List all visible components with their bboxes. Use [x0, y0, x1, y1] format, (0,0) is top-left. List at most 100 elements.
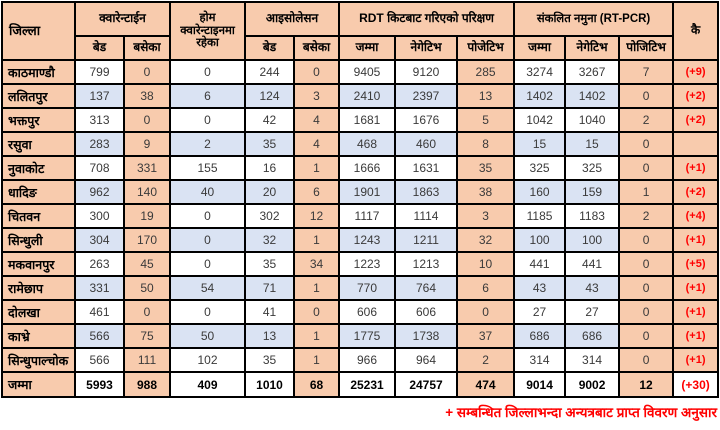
cell-pcr-positive: 1: [618, 179, 675, 205]
district-name: रसुवा: [1, 131, 76, 157]
cell-iso-bed: 13: [244, 323, 295, 349]
cell-iso-bed: 32: [244, 227, 295, 253]
district-row: धादिङ 962 140 40 20 6 1901 1863 38 160 159 1 (+2): [1, 179, 720, 205]
cell-pcr-negative: 1040: [564, 107, 621, 133]
cell-pcr-negative: 15: [564, 131, 621, 157]
cell-quar-bed: 304: [74, 227, 125, 253]
cell-home-quarantine: 409: [169, 371, 246, 398]
table-body: काठमाण्डौ 799 0 0 244 0 9405 9120 285 3274 3267 7 (+…: [1, 59, 720, 398]
cell-iso-bed: 302: [244, 203, 295, 229]
cell-home-quarantine: 0: [169, 227, 246, 253]
cell-pcr-positive: 0: [618, 227, 675, 253]
cell-quar-occupied: 50: [123, 275, 171, 301]
header-group-row: जिल्ला क्वारेन्टाईन होम क्वारेन्टाइनमा र…: [1, 1, 720, 61]
cell-iso-occupied: 12: [292, 203, 341, 229]
district-name: सिन्धुली: [1, 227, 76, 253]
cell-rdt-total: 1223: [338, 251, 397, 277]
col-header-pcr-negative: नेगेटिभ: [564, 35, 621, 61]
col-header-home-quarantine: होम क्वारेन्टाइनमा रहेका: [169, 1, 246, 61]
cell-rdt-negative: 2397: [394, 83, 459, 109]
cell-rdt-positive: 5: [456, 107, 516, 133]
cell-rdt-total: 606: [338, 299, 397, 325]
cell-rdt-total: 25231: [338, 371, 397, 398]
cell-home-quarantine: 2: [169, 131, 246, 157]
cell-iso-bed: 244: [244, 59, 295, 85]
district-row: काभ्रे 566 75 50 13 1 1775 1738 37 686 686 0 (+1): [1, 323, 720, 349]
cell-rdt-total: 966: [338, 347, 397, 373]
covid-district-table: जिल्ला क्वारेन्टाईन होम क्वारेन्टाइनमा र…: [1, 1, 720, 398]
cell-quar-bed: 300: [74, 203, 125, 229]
district-row: ललितपुर 137 38 6 124 3 2410 2397 13 1402 1402 0 (+2): [1, 83, 720, 109]
cell-pcr-total: 1042: [513, 107, 567, 133]
cell-pcr-positive: 7: [618, 59, 675, 85]
cell-iso-occupied: 4: [292, 131, 341, 157]
cell-pcr-positive: 2: [618, 107, 675, 133]
cell-remark: (+1): [672, 227, 720, 253]
cell-pcr-negative: 314: [564, 347, 621, 373]
cell-iso-occupied: 0: [292, 59, 341, 85]
cell-quar-occupied: 0: [123, 59, 171, 85]
cell-rdt-total: 468: [338, 131, 397, 157]
cell-pcr-total: 1185: [513, 203, 567, 229]
cell-rdt-positive: 10: [456, 251, 516, 277]
cell-iso-bed: 35: [244, 347, 295, 373]
col-header-remark: कै: [672, 1, 720, 61]
cell-pcr-negative: 441: [564, 251, 621, 277]
cell-remark: (+1): [672, 323, 720, 349]
cell-home-quarantine: 50: [169, 323, 246, 349]
cell-iso-occupied: 34: [292, 251, 341, 277]
col-header-isolation-bed: बेड: [244, 35, 295, 61]
cell-quar-bed: 799: [74, 59, 125, 85]
cell-iso-bed: 41: [244, 299, 295, 325]
col-header-isolation: आइसोलेसन: [243, 1, 341, 37]
cell-quar-occupied: 111: [123, 347, 171, 373]
cell-rdt-negative: 1631: [394, 155, 459, 181]
col-header-district: जिल्ला: [1, 1, 76, 61]
total-label: जम्मा: [1, 371, 76, 398]
district-row: काठमाण्डौ 799 0 0 244 0 9405 9120 285 3274 3267 7 (+…: [1, 59, 720, 85]
cell-rdt-total: 9405: [338, 59, 397, 85]
district-row: भक्तपुर 313 0 0 42 4 1681 1676 5 1042 1040 2 (+2): [1, 107, 720, 133]
cell-home-quarantine: 40: [169, 179, 246, 205]
cell-pcr-total: 160: [513, 179, 567, 205]
cell-pcr-negative: 3267: [564, 59, 621, 85]
cell-pcr-total: 27: [513, 299, 567, 325]
cell-quar-occupied: 140: [123, 179, 171, 205]
cell-quar-occupied: 38: [123, 83, 171, 109]
col-header-rtpcr-samples: संकलित नमुना (RT-PCR): [513, 1, 675, 37]
cell-pcr-negative: 686: [564, 323, 621, 349]
district-row: मकवानपुर 263 45 0 35 34 1223 1213 10 441 441 0 (+5): [1, 251, 720, 277]
col-header-rdt-total: जम्मा: [338, 35, 397, 61]
cell-home-quarantine: 0: [169, 299, 246, 325]
cell-rdt-positive: 37: [456, 323, 516, 349]
cell-rdt-total: 1117: [338, 203, 397, 229]
col-header-isolation-occupied: बसेका: [292, 35, 341, 61]
cell-iso-occupied: 1: [292, 155, 341, 181]
cell-remark: (+9): [672, 59, 720, 85]
cell-iso-occupied: 68: [292, 371, 341, 398]
cell-rdt-positive: 8: [456, 131, 516, 157]
cell-iso-occupied: 0: [292, 299, 341, 325]
cell-pcr-total: 3274: [513, 59, 567, 85]
cell-home-quarantine: 155: [169, 155, 246, 181]
cell-pcr-positive: 2: [618, 203, 675, 229]
district-name: मकवानपुर: [1, 251, 76, 277]
district-name: काठमाण्डौ: [1, 59, 76, 85]
cell-iso-bed: 35: [244, 251, 295, 277]
cell-quar-occupied: 45: [123, 251, 171, 277]
cell-rdt-negative: 1213: [394, 251, 459, 277]
cell-rdt-total: 770: [338, 275, 397, 301]
cell-quar-bed: 5993: [74, 371, 125, 398]
cell-quar-occupied: 9: [123, 131, 171, 157]
district-row: रामेछाप 331 50 54 71 1 770 764 6 43 43 0 (+1): [1, 275, 720, 301]
cell-remark: (+2): [672, 107, 720, 133]
cell-remark: (+1): [672, 347, 720, 373]
district-row: रसुवा 283 9 2 35 4 468 460 8 15 15 0: [1, 131, 720, 157]
cell-home-quarantine: 0: [169, 203, 246, 229]
cell-rdt-negative: 606: [394, 299, 459, 325]
col-header-pcr-positive: पोजिटिभ: [618, 35, 675, 61]
cell-rdt-positive: 285: [456, 59, 516, 85]
district-row: नुवाकोट 708 331 155 16 1 1666 1631 35 325 325 0 (+1): [1, 155, 720, 181]
cell-quar-occupied: 75: [123, 323, 171, 349]
cell-rdt-negative: 1211: [394, 227, 459, 253]
